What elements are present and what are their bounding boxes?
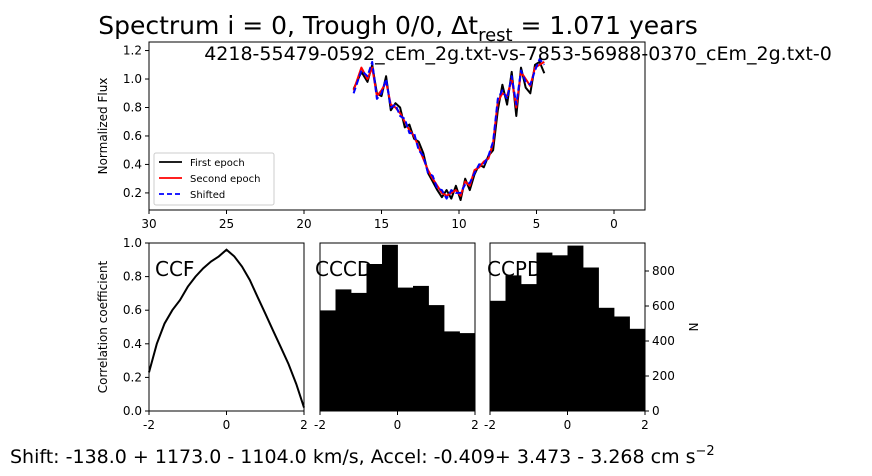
legend-label-shifted: Shifted [190, 190, 225, 201]
spectrum-ytick-label: 0.8 [123, 100, 142, 114]
spectrum-xtick-label: 30 [141, 217, 156, 231]
spectrum-xtick-label: 20 [296, 217, 311, 231]
ccf-xtick-label: -2 [143, 418, 155, 432]
ccpd-ytick-label: 200 [652, 369, 675, 383]
ccpd-bar [583, 267, 599, 411]
cccd-panel: -2 0 2 CCCD [314, 242, 479, 432]
ccpd-bar [614, 316, 630, 411]
cccd-xtick-label: 2 [471, 418, 479, 432]
spectrum-ticks: 30 25 20 15 10 5 0 0.2 0.4 0.6 0.8 1.0 1.2 [123, 44, 618, 231]
spectrum-series-group [352, 58, 546, 201]
figure-title: Spectrum i = 0, Trough 0/0, Δtrest = 1.0… [98, 11, 698, 46]
ccpd-bars-group [490, 245, 646, 412]
legend-label-first-epoch: First epoch [190, 158, 245, 169]
ccpd-xtick-label: 0 [564, 418, 572, 432]
ccpd-bar [490, 300, 506, 412]
ccf-ytick-label: 0.0 [123, 404, 142, 418]
bottom-caption: Shift: -138.0 + 1173.0 - 1104.0 km/s, Ac… [10, 444, 715, 468]
spectrum-line-first-epoch [352, 60, 546, 201]
ccpd-bar [521, 284, 537, 411]
cccd-bar [428, 305, 445, 411]
spectrum-xtick-label: 5 [533, 217, 541, 231]
cccd-bar [444, 331, 460, 411]
ccf-xtick-label: 2 [300, 418, 308, 432]
ccpd-bar [505, 275, 522, 411]
ccpd-ytick-label: 0 [652, 404, 660, 418]
spectrum-title: 4218-55479-0592_cEm_2g.txt-vs-7853-56988… [204, 43, 832, 65]
spectrum-xtick-label: 25 [219, 217, 234, 231]
ccf-ytick-label: 0.4 [123, 337, 142, 351]
spectrum-ytick-label: 0.2 [123, 186, 142, 200]
spectrum-xtick-label: 10 [451, 217, 466, 231]
ccpd-bar [567, 245, 584, 411]
cccd-bar [397, 287, 414, 411]
ccf-xtick-label: 0 [223, 418, 231, 432]
cccd-xtick-label: -2 [314, 418, 326, 432]
spectrum-axes-frame [148, 41, 646, 211]
spectrum-ytick-label: 0.4 [123, 157, 142, 171]
cccd-bar [320, 310, 336, 411]
ccf-ytick-label: 1.0 [123, 236, 142, 250]
cccd-bar [413, 285, 429, 411]
ccf-ytick-label: 0.2 [123, 370, 142, 384]
spectrum-xtick-label: 0 [610, 217, 618, 231]
legend-label-second-epoch: Second epoch [190, 174, 260, 185]
ccpd-bar [552, 255, 568, 412]
ccpd-bar [598, 307, 615, 412]
spectrum-legend: First epoch Second epoch Shifted [153, 152, 275, 206]
cccd-bar [459, 333, 476, 411]
cccd-ticks: -2 0 2 [314, 411, 479, 432]
cccd-bars-group [320, 244, 476, 412]
cccd-xtick-label: 0 [394, 418, 402, 432]
spectrum-line-shifted [352, 58, 546, 200]
ccf-ytick-label: 0.8 [123, 270, 142, 284]
ccf-panel: -2 0 2 0.0 0.2 0.4 0.6 0.8 1.0 CCF Correlation c… [96, 236, 308, 432]
ccf-label: CCF [155, 257, 194, 281]
spectrum-ytick-label: 1.0 [123, 72, 142, 86]
spectrum-panel: 30 25 20 15 10 5 0 0.2 0.4 0.6 0.8 1.0 1.2 4218-5547… [96, 41, 832, 231]
ccf-series-group [148, 248, 305, 408]
ccpd-ytick-label: 800 [652, 264, 675, 278]
cccd-bar [366, 264, 383, 411]
ccpd-bar [536, 252, 553, 411]
ccpd-ylabel: N [686, 323, 700, 332]
ccf-ylabel: Correlation coefficient [96, 260, 110, 393]
legend-box [153, 152, 275, 206]
ccpd-xtick-label: 2 [641, 418, 649, 432]
cccd-label: CCCD [315, 257, 372, 281]
ccpd-ytick-label: 400 [652, 334, 675, 348]
ccpd-xtick-label: -2 [484, 418, 496, 432]
cccd-bar [335, 289, 352, 411]
spectrum-ytick-label: 1.2 [123, 44, 142, 58]
spectrum-ytick-label: 0.6 [123, 129, 142, 143]
ccf-ticks: -2 0 2 0.0 0.2 0.4 0.6 0.8 1.0 [123, 236, 308, 432]
ccpd-ytick-label: 600 [652, 299, 675, 313]
ccpd-label: CCPD [487, 257, 542, 281]
cccd-bar [382, 244, 398, 412]
spectrum-ylabel: Normalized Flux [96, 78, 110, 175]
ccpd-bar [629, 328, 646, 412]
ccf-ytick-label: 0.6 [123, 303, 142, 317]
ccf-curve [148, 248, 305, 408]
spectrum-xtick-label: 15 [374, 217, 389, 231]
cccd-bar [351, 292, 367, 411]
spectrum-line-second-epoch [352, 61, 545, 197]
